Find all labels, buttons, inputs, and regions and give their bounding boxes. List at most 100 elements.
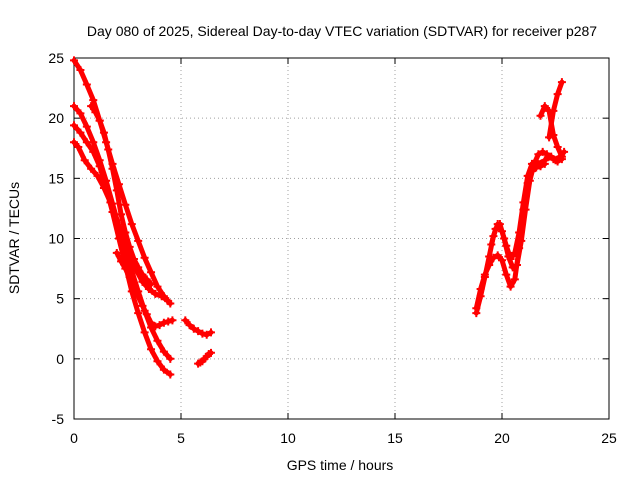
data-point-marker [76,66,85,75]
data-point-marker [134,263,143,272]
series-track-h [194,348,215,368]
data-point-marker [194,327,203,336]
data-point-marker [129,254,138,263]
data-point-marker [87,164,96,173]
data-point-marker [485,260,494,269]
data-point-marker [476,285,485,294]
y-tick-labels: -5 0 5 10 15 20 25 [48,50,64,427]
data-point-marker [542,150,551,159]
data-point-marker [70,121,78,130]
data-point-marker [134,309,143,318]
series-trace [546,79,565,140]
data-point-marker [159,318,168,327]
data-point-marker [498,256,506,265]
series-trace [71,122,173,377]
data-point-marker [70,56,78,65]
x-tick-label: 10 [280,430,296,446]
data-point-marker [472,304,481,313]
data-point-marker [502,270,511,279]
data-point-marker [147,318,156,327]
data-point-marker [121,228,130,237]
data-point-marker [549,106,558,115]
data-point-marker [127,220,136,229]
data-point-marker [112,186,121,195]
data-point-marker [151,322,160,331]
data-point-marker [487,240,496,249]
data-point-marker [504,252,513,261]
data-point-marker [82,138,91,147]
data-point-marker [164,297,173,306]
data-point-marker [99,128,108,137]
data-point-marker [181,316,190,325]
data-point-marker [151,289,160,298]
data-point-marker [138,270,147,279]
data-point-marker [202,330,211,339]
data-point-marker [159,365,168,374]
series-track-f [112,248,177,331]
data-point-marker [521,205,530,214]
series-trace [71,57,173,306]
data-point-marker [129,282,138,291]
data-point-marker [491,224,500,233]
data-point-marker [117,257,126,266]
data-point-marker [159,347,168,356]
data-point-marker [545,133,554,142]
data-point-marker [117,210,126,219]
data-point-marker [147,280,156,289]
data-point-marker [553,143,562,152]
data-point-marker [206,348,215,357]
data-point-marker [530,159,539,168]
data-point-marker [534,150,543,159]
x-axis-label: GPS time / hours [287,457,394,473]
data-point-marker [82,80,91,89]
data-point-marker [121,264,130,273]
data-point-marker [82,122,91,131]
data-point-marker [500,234,509,243]
data-point-marker [157,292,166,301]
data-point-marker [89,147,98,156]
data-point-marker [508,263,517,272]
data-point-marker [104,145,113,154]
y-tick-label: 5 [56,291,64,307]
series-trace [71,139,171,304]
axis-ticks [73,57,610,420]
chart-title: Day 080 of 2025, Sidereal Day-to-day VTE… [87,23,597,39]
data-point-marker [112,248,121,257]
data-point-marker [480,270,489,279]
data-point-marker [168,316,177,325]
data-point-marker [153,336,162,345]
data-point-marker [76,128,85,137]
x-tick-label: 25 [601,430,617,446]
data-point-marker [147,345,156,354]
data-point-marker [166,354,175,363]
y-tick-label: 15 [48,170,64,186]
data-point-marker [70,138,78,147]
data-point-marker [140,328,149,337]
data-point-marker [125,242,134,251]
data-point-marker [147,268,156,277]
data-point-marker [138,301,147,310]
y-tick-label: 0 [56,351,64,367]
data-point-marker [540,159,549,168]
data-point-marker [108,164,117,173]
data-point-marker [166,370,175,379]
series-track-g [181,316,215,339]
series-track-m [545,78,566,142]
y-axis-label: SDTVAR / TECUs [6,182,22,294]
x-tick-label: 0 [70,430,78,446]
data-series [70,56,569,379]
data-point-marker [525,176,534,185]
data-point-marker [495,220,504,229]
data-point-marker [134,292,143,301]
data-point-marker [540,102,549,111]
data-point-marker [134,236,143,245]
data-point-marker [489,253,498,262]
data-point-marker [206,328,215,337]
data-point-marker [536,111,545,120]
data-point-marker [551,156,560,165]
series-track-c [70,121,175,379]
data-point-marker [153,357,162,366]
data-point-marker [153,282,162,291]
